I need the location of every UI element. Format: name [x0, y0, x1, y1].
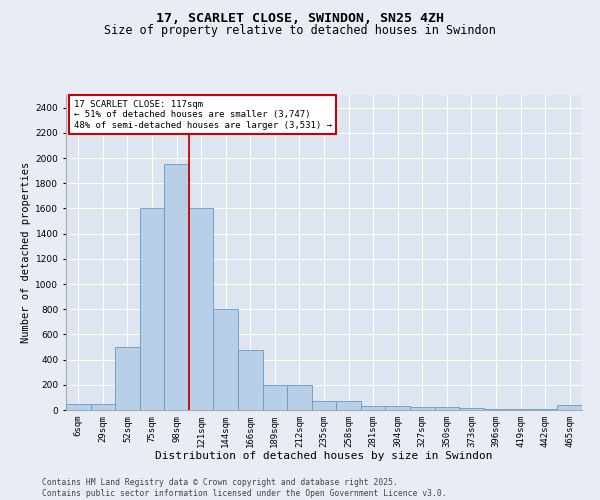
Bar: [557, 405, 582, 410]
Bar: [238, 350, 263, 410]
Bar: [91, 404, 115, 410]
Bar: [410, 408, 434, 410]
Bar: [361, 406, 385, 410]
Bar: [115, 347, 140, 410]
X-axis label: Distribution of detached houses by size in Swindon: Distribution of detached houses by size …: [155, 452, 493, 462]
Bar: [336, 400, 361, 410]
Bar: [312, 400, 336, 410]
Bar: [263, 385, 287, 410]
Bar: [164, 164, 189, 410]
Bar: [66, 404, 91, 410]
Text: 17 SCARLET CLOSE: 117sqm
← 51% of detached houses are smaller (3,747)
48% of sem: 17 SCARLET CLOSE: 117sqm ← 51% of detach…: [74, 100, 332, 130]
Text: 17, SCARLET CLOSE, SWINDON, SN25 4ZH: 17, SCARLET CLOSE, SWINDON, SN25 4ZH: [156, 12, 444, 26]
Y-axis label: Number of detached properties: Number of detached properties: [21, 162, 31, 343]
Bar: [484, 408, 508, 410]
Text: Size of property relative to detached houses in Swindon: Size of property relative to detached ho…: [104, 24, 496, 37]
Bar: [214, 309, 238, 410]
Bar: [385, 406, 410, 410]
Bar: [140, 208, 164, 410]
Bar: [189, 208, 214, 410]
Bar: [434, 408, 459, 410]
Text: Contains HM Land Registry data © Crown copyright and database right 2025.
Contai: Contains HM Land Registry data © Crown c…: [42, 478, 446, 498]
Bar: [287, 386, 312, 410]
Bar: [459, 408, 484, 410]
